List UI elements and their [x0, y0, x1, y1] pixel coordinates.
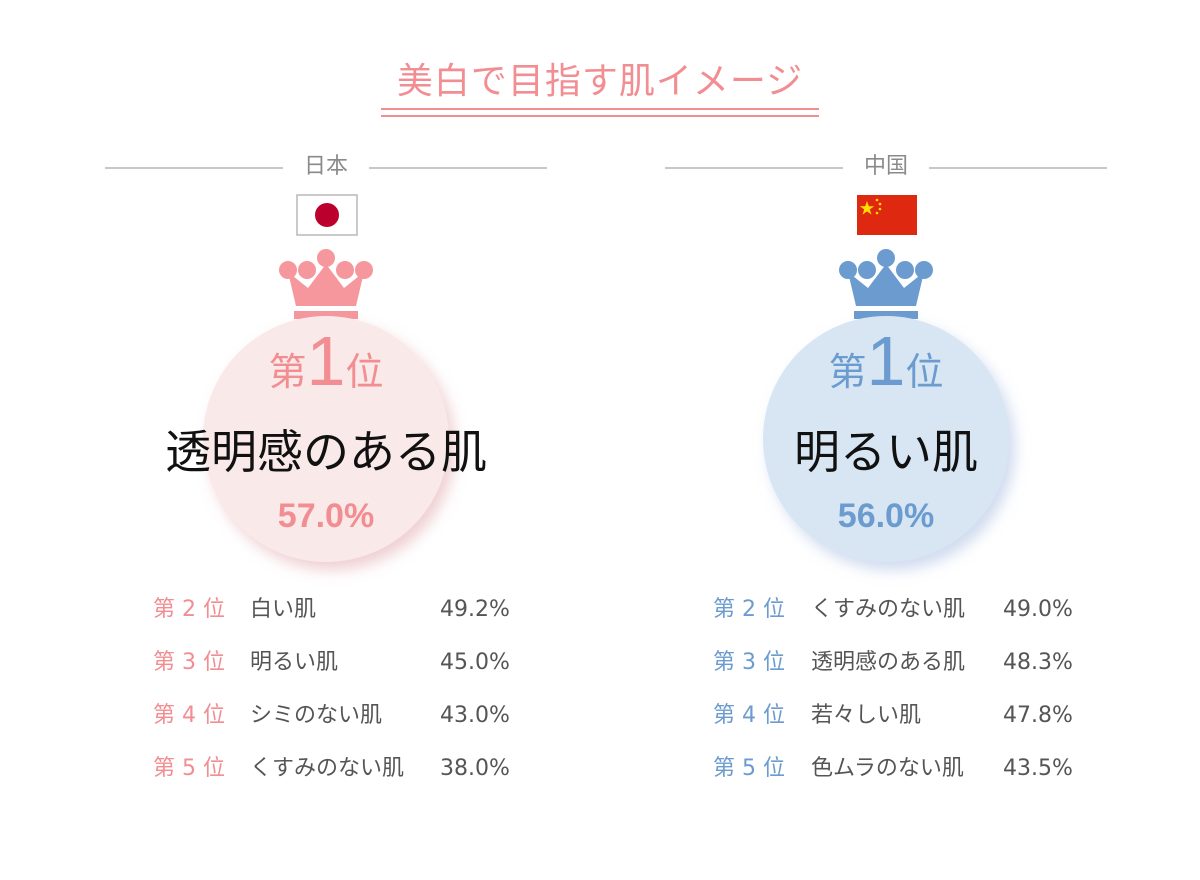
- rank-row: 第 2 位 くすみのない肌 49.0%: [713, 590, 1113, 643]
- row-percent: 49.0%: [1003, 597, 1073, 622]
- top-percent: 56.0%: [837, 497, 935, 535]
- rank-number: 1: [866, 322, 906, 400]
- japan-flag-icon: [296, 194, 358, 236]
- china-rank-list: 第 2 位 くすみのない肌 49.0% 第 3 位 透明感のある肌 48.3% …: [713, 590, 1113, 802]
- top-item: 透明感のある肌: [165, 425, 487, 479]
- row-rank: 第 4 位: [713, 703, 785, 728]
- crown-icon: [279, 249, 373, 319]
- rank-number: 1: [306, 322, 346, 400]
- row-percent: 43.5%: [1003, 756, 1073, 781]
- top-percent: 57.0%: [277, 497, 375, 535]
- rank-row: 第 3 位 明るい肌 45.0%: [153, 643, 553, 696]
- row-percent: 49.2%: [440, 597, 510, 622]
- row-item: 透明感のある肌: [811, 650, 966, 675]
- crown-icon: [839, 249, 933, 319]
- divider-line: [369, 167, 547, 169]
- row-rank: 第 3 位: [153, 650, 225, 675]
- japan-rank-list: 第 2 位 白い肌 49.2% 第 3 位 明るい肌 45.0% 第 4 位 シ…: [153, 590, 553, 802]
- top-rank-label: 第1位: [105, 326, 547, 396]
- japan-panel: 日本 第1位 透明感のある肌 57.0% 第 2 位 白い肌 49.2% 第 3…: [105, 140, 547, 840]
- japan-header: 日本: [105, 152, 547, 182]
- china-country-name: 中国: [863, 154, 908, 179]
- top-rank-circle: [203, 316, 449, 562]
- rank-row: 第 2 位 白い肌 49.2%: [153, 590, 553, 643]
- rank-prefix: 第: [828, 350, 867, 394]
- row-item: くすみのない肌: [250, 756, 405, 781]
- rank-row: 第 4 位 若々しい肌 47.8%: [713, 696, 1113, 749]
- china-flag-icon: [857, 195, 917, 235]
- divider-line: [665, 167, 843, 169]
- page-title: 美白で目指す肌イメージ: [396, 61, 804, 102]
- row-item: 若々しい肌: [811, 703, 922, 728]
- rank-row: 第 3 位 透明感のある肌 48.3%: [713, 643, 1113, 696]
- row-percent: 43.0%: [440, 703, 510, 728]
- row-item: シミのない肌: [250, 703, 383, 728]
- row-item: くすみのない肌: [811, 597, 966, 622]
- row-percent: 45.0%: [440, 650, 510, 675]
- title-underline: [381, 108, 819, 117]
- row-rank: 第 5 位: [153, 756, 225, 781]
- row-rank: 第 2 位: [713, 597, 785, 622]
- row-percent: 38.0%: [440, 756, 510, 781]
- row-rank: 第 3 位: [713, 650, 785, 675]
- rank-suffix: 位: [345, 350, 384, 394]
- row-rank: 第 2 位: [153, 597, 225, 622]
- rank-row: 第 5 位 くすみのない肌 38.0%: [153, 749, 553, 802]
- row-item: 明るい肌: [250, 650, 339, 675]
- rank-row: 第 5 位 色ムラのない肌 43.5%: [713, 749, 1113, 802]
- row-percent: 48.3%: [1003, 650, 1073, 675]
- row-item: 白い肌: [250, 597, 317, 622]
- divider-line: [929, 167, 1107, 169]
- row-percent: 47.8%: [1003, 703, 1073, 728]
- top-item: 明るい肌: [794, 425, 978, 479]
- top-rank-circle: [763, 316, 1009, 562]
- china-panel: 中国 第1位 明るい肌 56.0% 第 2 位 くすみのな: [665, 140, 1107, 840]
- row-rank: 第 4 位: [153, 703, 225, 728]
- divider-line: [105, 167, 283, 169]
- row-item: 色ムラのない肌: [811, 756, 964, 781]
- top-rank-label: 第1位: [665, 326, 1107, 396]
- japan-country-name: 日本: [303, 154, 348, 179]
- china-header: 中国: [665, 152, 1107, 182]
- row-rank: 第 5 位: [713, 756, 785, 781]
- rank-suffix: 位: [905, 350, 944, 394]
- rank-row: 第 4 位 シミのない肌 43.0%: [153, 696, 553, 749]
- rank-prefix: 第: [268, 350, 307, 394]
